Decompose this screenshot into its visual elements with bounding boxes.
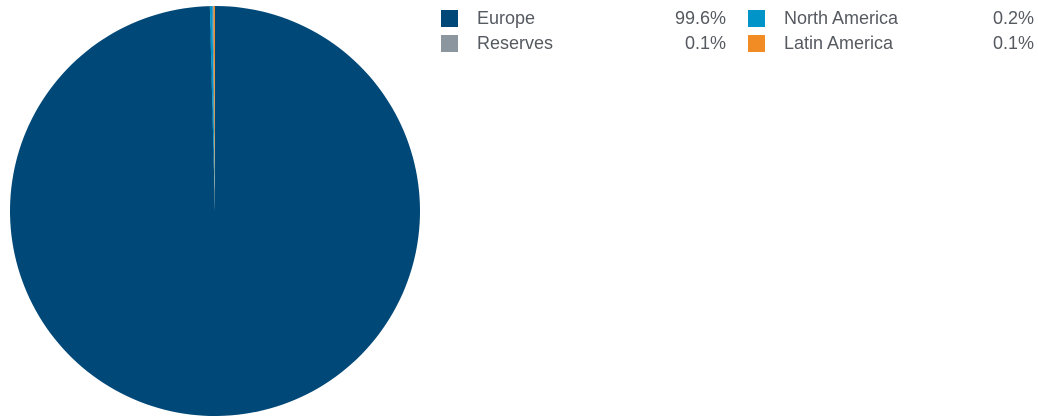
legend-swatch-latin-america xyxy=(748,35,765,52)
pie-slice-latin-america xyxy=(213,6,215,211)
legend-row-2: Reserves 0.1% Latin America 0.1% xyxy=(441,31,1038,56)
legend-row-1: Europe 99.6% North America 0.2% xyxy=(441,6,1038,31)
legend-item-north-america: North America 0.2% xyxy=(748,6,1038,31)
legend-value-north-america: 0.2% xyxy=(992,8,1034,28)
legend-label-north-america: North America xyxy=(784,8,899,28)
legend-value-latin-america: 0.1% xyxy=(992,33,1034,53)
legend-value-reserves: 0.1% xyxy=(684,33,726,53)
legend-label-reserves: Reserves xyxy=(477,33,554,53)
legend-swatch-reserves xyxy=(441,35,458,52)
legend-label-europe: Europe xyxy=(477,8,536,28)
legend-item-europe: Europe 99.6% xyxy=(441,6,748,31)
pie-slice-europe xyxy=(9,6,421,417)
legend-item-reserves: Reserves 0.1% xyxy=(441,31,748,56)
pie-slice-reserves xyxy=(212,6,215,212)
pie-slice-north-america xyxy=(209,6,215,211)
legend-label-latin-america: Latin America xyxy=(784,33,894,53)
legend-swatch-europe xyxy=(441,10,458,27)
chart-legend: Europe 99.6% North America 0.2% Reserves… xyxy=(441,6,1038,56)
legend-item-latin-america: Latin America 0.1% xyxy=(748,31,1038,56)
pie-chart xyxy=(9,6,421,417)
legend-swatch-north-america xyxy=(748,10,765,27)
legend-value-europe: 99.6% xyxy=(674,8,726,28)
